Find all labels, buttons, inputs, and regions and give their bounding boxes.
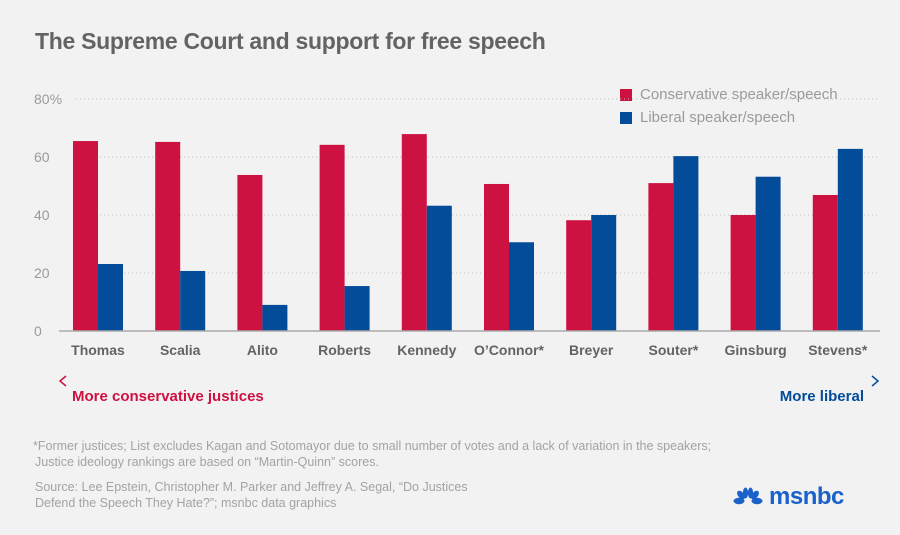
y-axis-ticks: 0 20 40 60 80%: [34, 91, 62, 339]
x-tick-label: Ginsburg: [724, 342, 786, 358]
bar-liberal: [591, 215, 617, 331]
source-line-1: Source: Lee Epstein, Christopher M. Park…: [35, 480, 468, 494]
source-line-2: Defend the Speech They Hate?”; msnbc dat…: [35, 496, 337, 510]
bar-liberal: [673, 156, 699, 331]
y-tick-label: 20: [34, 265, 50, 281]
x-tick-label: Stevens*: [808, 342, 868, 358]
bar-conservative: [730, 215, 756, 331]
ideology-arrow: [58, 375, 880, 387]
bar-liberal: [426, 205, 452, 331]
legend-swatch-conservative: [620, 88, 632, 101]
bar-liberal: [344, 286, 370, 331]
footnote-line-1: *Former justices; List excludes Kagan an…: [33, 439, 712, 453]
more-liberal-label: More liberal: [779, 388, 864, 405]
arrow-right-head-icon: [871, 375, 880, 387]
bar-conservative: [648, 183, 674, 331]
legend-item-liberal: Liberal speaker/speech: [620, 106, 838, 129]
bar-chart: 0 20 40 60 80% Thomas Scalia Alito Roberts Kenne…: [34, 91, 880, 387]
bars: [73, 134, 863, 331]
y-tick-label: 0: [34, 323, 42, 339]
msnbc-logo: msnbc: [733, 483, 844, 511]
x-axis-labels: Thomas Scalia Alito Roberts Kennedy O’Connor*…: [71, 342, 868, 358]
chart-title: The Supreme Court and support for free s…: [35, 28, 546, 54]
footnote-line-2: Justice ideology rankings are based on “…: [35, 455, 379, 469]
peacock-icon: [733, 487, 763, 505]
bar-liberal: [837, 148, 863, 331]
y-tick-label: 80%: [34, 91, 62, 107]
x-tick-label: O’Connor*: [474, 342, 545, 358]
x-tick-label: Roberts: [318, 342, 371, 358]
y-tick-label: 60: [34, 149, 50, 165]
more-conservative-label: More conservative justices: [72, 388, 264, 405]
bar-conservative: [401, 134, 427, 331]
bar-liberal: [98, 264, 123, 331]
bar-conservative: [812, 194, 838, 331]
arrow-left-head-icon: [58, 375, 67, 387]
bar-liberal: [509, 242, 534, 331]
bar-conservative: [155, 141, 181, 331]
bar-liberal: [262, 304, 288, 331]
x-tick-label: Souter*: [649, 342, 699, 358]
x-tick-label: Scalia: [160, 342, 201, 358]
x-tick-label: Breyer: [569, 342, 614, 358]
x-tick-label: Kennedy: [397, 342, 456, 358]
x-tick-label: Alito: [247, 342, 278, 358]
bar-conservative: [237, 174, 263, 331]
bar-conservative: [319, 144, 345, 331]
bar-liberal: [180, 270, 206, 331]
x-tick-label: Thomas: [71, 342, 125, 358]
msnbc-logo-text: msnbc: [769, 483, 844, 510]
bar-liberal: [755, 176, 781, 331]
legend-label-liberal: Liberal speaker/speech: [640, 109, 796, 126]
bar-conservative: [484, 183, 509, 331]
bar-conservative: [73, 141, 98, 331]
y-tick-label: 40: [34, 207, 50, 223]
bar-conservative: [566, 220, 592, 331]
legend-swatch-liberal: [620, 111, 632, 124]
